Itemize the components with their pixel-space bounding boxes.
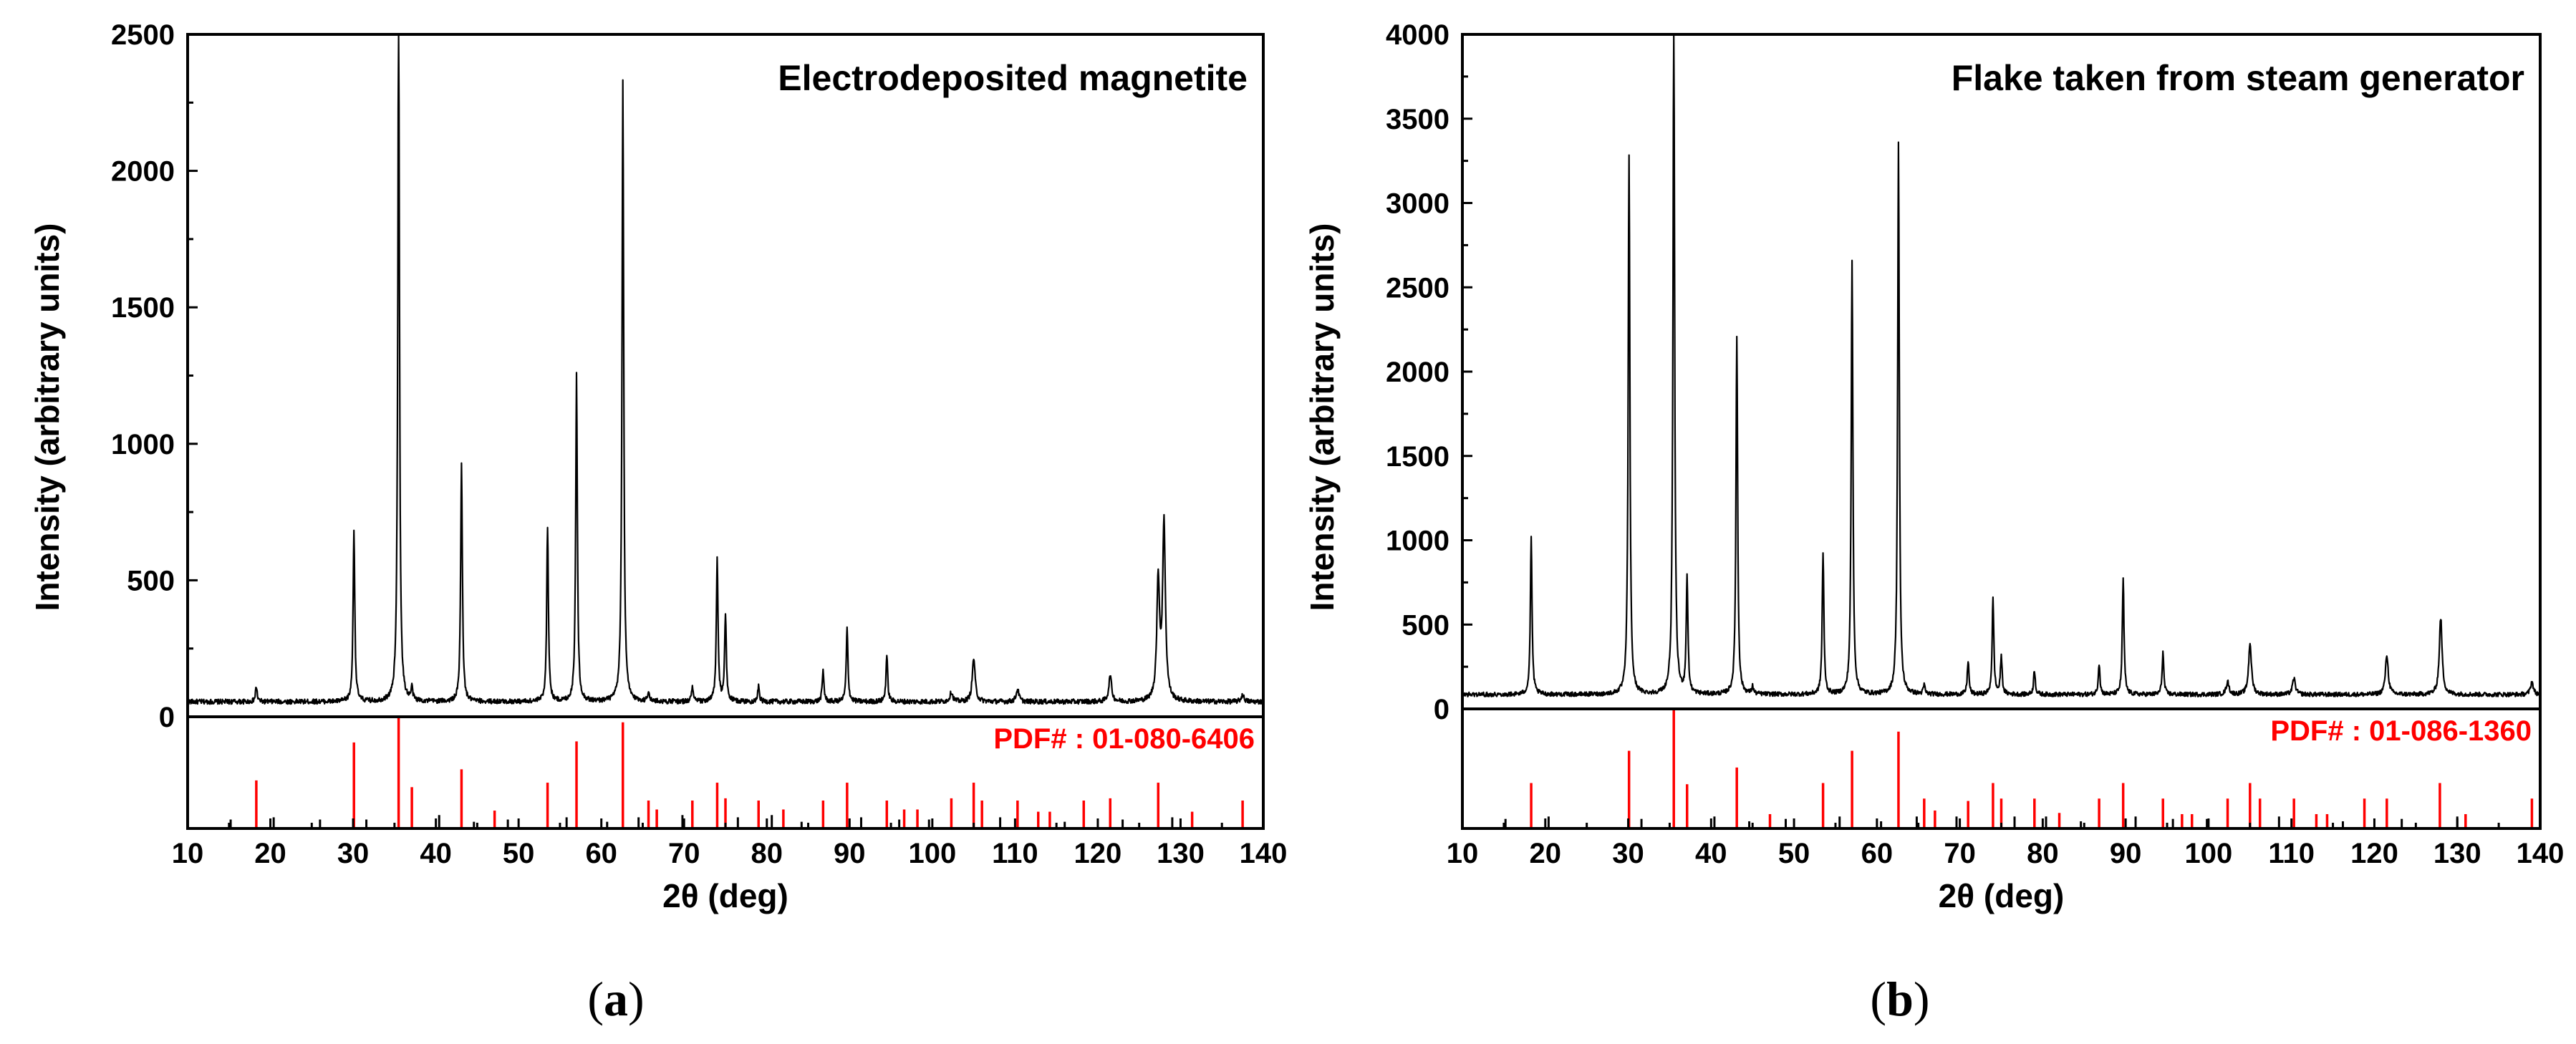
panel-b-x-tick-label: 100: [2185, 838, 2233, 869]
panel-a-plot-content: [186, 33, 1265, 828]
panel-a-y-tick-label: 1500: [111, 292, 175, 324]
panel-b-y-tick-label: 4000: [1386, 19, 1449, 51]
panel-b-x-tick-label: 140: [2517, 838, 2565, 869]
caption-a-letter: a: [604, 972, 628, 1026]
caption-a: (a): [587, 972, 644, 1026]
panel-b-y-tick-label: 2000: [1386, 357, 1449, 388]
panel-b: 10 20 30 40 50 60 70 80 90 100 110 120 130 140 0 500 100…: [1303, 19, 2564, 914]
panel-b-y-axis-label: Intensity (arbitrary units): [1303, 223, 1341, 612]
panel-b-y-tick-label: 500: [1402, 609, 1449, 641]
panel-b-x-tick-label: 130: [2433, 838, 2481, 869]
panel-a-x-tick-label: 100: [908, 838, 956, 869]
panel-b-x-tick-label: 30: [1612, 838, 1644, 869]
caption-b-open: (: [1870, 972, 1886, 1026]
panel-a-x-tick-label: 10: [172, 838, 204, 869]
panel-b-x-tick-label: 120: [2350, 838, 2398, 869]
panel-a-title: Electrodeposited magnetite: [778, 58, 1248, 98]
panel-b-y-tick-label: 1500: [1386, 441, 1449, 473]
panel-a-x-tick-label: 20: [254, 838, 286, 869]
panel-b-reference-label: PDF# : 01-086-1360: [2270, 715, 2532, 747]
panel-b-y-tick-label: 2500: [1386, 272, 1449, 304]
panel-b-y-tick-label: 3000: [1386, 188, 1449, 220]
panel-b-x-tick-label: 50: [1778, 838, 1810, 869]
panel-b-x-tick-label: 70: [1944, 838, 1976, 869]
panel-b-x-tick-label: 60: [1861, 838, 1894, 869]
panel-a-x-tick-label: 60: [585, 838, 617, 869]
panel-a-x-tick-label: 70: [668, 838, 700, 869]
panel-a-pattern-line: [186, 33, 1265, 705]
panel-b-pattern-line: [1462, 33, 2542, 697]
panel-b-x-tick-label: 80: [2027, 838, 2059, 869]
panel-b-title: Flake taken from steam generator: [1952, 58, 2524, 98]
panel-a-x-tick-label: 40: [420, 838, 452, 869]
panel-a-x-tick-label: 130: [1157, 838, 1205, 869]
panel-a-x-tick-label: 90: [834, 838, 866, 869]
panel-b-plot-content: [1462, 33, 2542, 828]
panel-a-y-tick-label: 2500: [111, 19, 175, 51]
panel-b-y-tick-label: 0: [1434, 694, 1449, 725]
caption-a-open: (: [587, 972, 604, 1026]
panel-b-x-tick-label: 10: [1447, 838, 1479, 869]
panel-b-x-tick-label: 110: [2268, 838, 2315, 869]
panel-a-x-tick-label: 80: [751, 838, 783, 869]
panel-a-ticks: 10 20 30 40 50 60 70 80 90 100 110 120 130 140 0 500 100…: [111, 19, 1287, 869]
caption-b-close: ): [1914, 972, 1930, 1026]
panel-a-y-tick-label: 2000: [111, 156, 175, 188]
panel-a: 10 20 30 40 50 60 70 80 90 100 110 120 130 140 0 500 100…: [29, 19, 1287, 914]
panel-b-y-tick-label: 1000: [1386, 526, 1449, 557]
panel-a-x-tick-label: 30: [337, 838, 370, 869]
panel-a-y-tick-label: 500: [127, 565, 175, 596]
panel-a-x-axis-label: 2θ (deg): [662, 877, 788, 914]
caption-a-close: ): [628, 972, 645, 1026]
panel-a-x-tick-label: 50: [503, 838, 535, 869]
panel-b-x-tick-label: 20: [1530, 838, 1562, 869]
panel-a-y-tick-label: 1000: [111, 429, 175, 460]
panel-b-x-axis-label: 2θ (deg): [1939, 877, 2065, 914]
caption-b-letter: b: [1886, 972, 1914, 1026]
panel-a-frame: [186, 33, 1265, 830]
panel-a-y-tick-label: 0: [159, 702, 175, 733]
panel-b-y-tick-label: 3500: [1386, 104, 1449, 135]
panel-a-reference-label: PDF# : 01-080-6406: [993, 723, 1255, 755]
panel-a-x-tick-label: 120: [1074, 838, 1122, 869]
panel-a-x-tick-label: 140: [1240, 838, 1288, 869]
panel-a-y-axis-label: Intensity (arbitrary units): [29, 223, 66, 612]
caption-b: (b): [1870, 972, 1929, 1026]
panel-b-x-tick-label: 40: [1695, 838, 1727, 869]
panel-b-x-tick-label: 90: [2110, 838, 2142, 869]
panel-a-x-tick-label: 110: [992, 838, 1038, 869]
panel-b-ticks: 10 20 30 40 50 60 70 80 90 100 110 120 130 140 0 500 100…: [1386, 19, 2564, 869]
